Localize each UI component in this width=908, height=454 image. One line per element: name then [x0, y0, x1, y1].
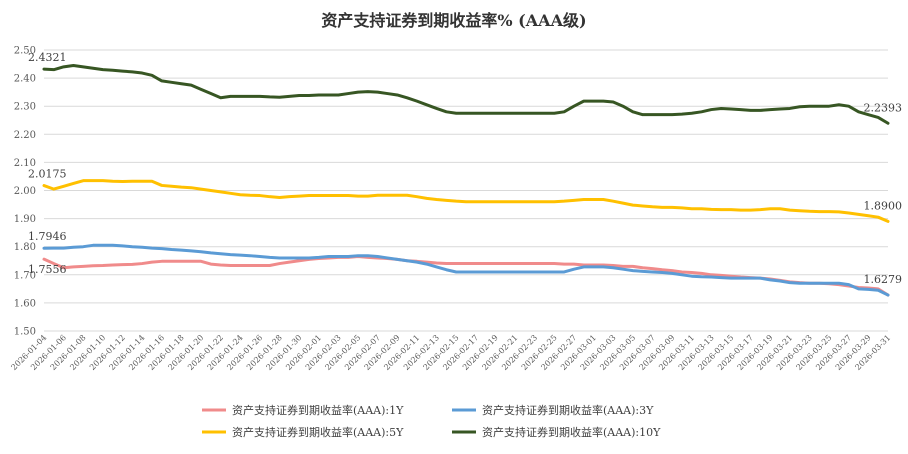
- data-annotations: 2.4321 2.2393 2.0175 1.8900 1.7946 1.7556 1.62…: [28, 51, 902, 286]
- data-label: 2.2393: [864, 101, 903, 114]
- legend-label: 资产支持证券到期收益率(AAA):3Y: [482, 403, 654, 417]
- y-tick-label: 2.30: [14, 102, 36, 113]
- chart-title: 资产支持证券到期收益率% (AAA级): [321, 11, 586, 30]
- y-tick-label: 2.10: [14, 158, 36, 169]
- data-label: 1.7946: [28, 230, 67, 243]
- y-tick-label: 1.80: [14, 242, 36, 253]
- legend-label: 资产支持证券到期收益率(AAA):5Y: [232, 425, 404, 439]
- series-line-0: [42, 255, 890, 297]
- data-label: 1.8900: [864, 199, 903, 212]
- y-tick-label: 1.50: [14, 327, 36, 338]
- y-tick-label: 2.00: [14, 186, 36, 197]
- y-tick-label: 1.60: [14, 298, 36, 309]
- legend: 资产支持证券到期收益率(AAA):1Y 资产支持证券到期收益率(AAA):3Y 资产…: [202, 403, 661, 439]
- grid-lines: [44, 49, 888, 332]
- x-axis-ticks: 2026-01-042026-01-062026-01-082026-01-10…: [9, 333, 892, 372]
- y-axis-ticks: 1.50 1.60 1.70 1.80 1.90 2.00 2.10 2.20 2.30 2.40…: [14, 46, 36, 338]
- data-label: 1.6279: [864, 273, 903, 286]
- series-lines: [42, 63, 890, 297]
- legend-label: 资产支持证券到期收益率(AAA):1Y: [232, 403, 404, 417]
- data-label: 1.7556: [28, 263, 67, 276]
- y-tick-label: 2.50: [14, 46, 36, 57]
- series-line-3: [42, 63, 890, 125]
- y-tick-label: 2.20: [14, 130, 36, 141]
- y-tick-label: 1.70: [14, 270, 36, 281]
- y-tick-label: 2.40: [14, 74, 36, 85]
- legend-label: 资产支持证券到期收益率(AAA):10Y: [482, 425, 661, 439]
- series-line-1: [42, 243, 890, 297]
- data-label: 2.4321: [28, 51, 67, 64]
- series-line-2: [42, 179, 890, 223]
- y-tick-label: 1.90: [14, 214, 36, 225]
- data-label: 2.0175: [28, 168, 67, 181]
